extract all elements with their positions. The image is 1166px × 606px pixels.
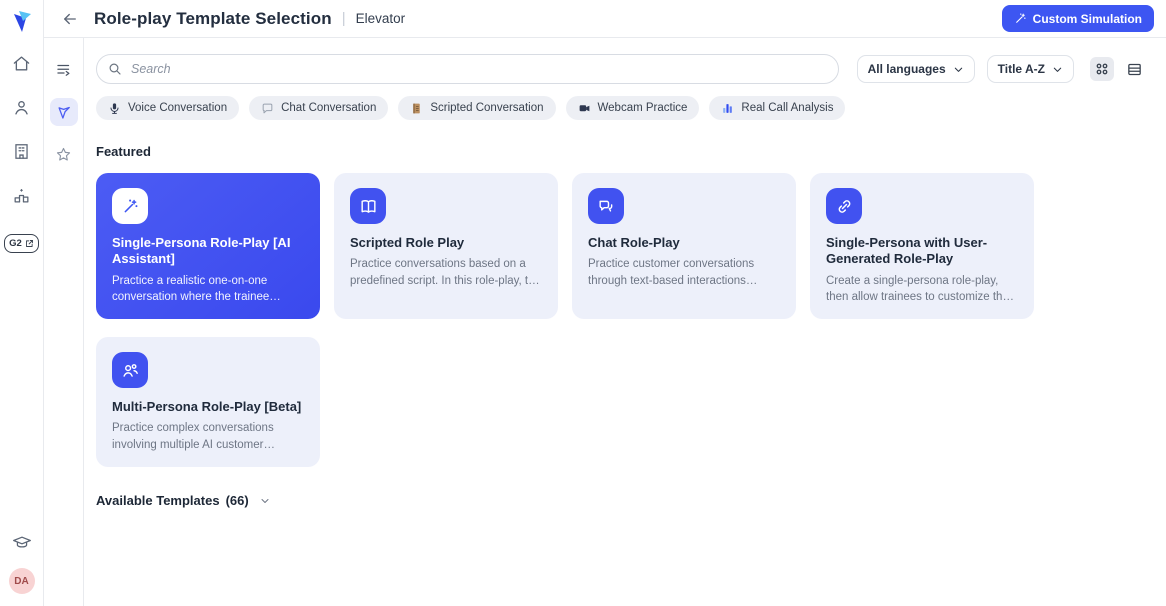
context-label: Elevator: [355, 11, 406, 26]
language-filter-label: All languages: [867, 62, 946, 76]
card-description: Practice a realistic one-on-one conversa…: [112, 274, 270, 303]
body-row: All languages Title A-Z: [44, 38, 1166, 606]
template-card-multi-persona[interactable]: Multi-Persona Role-Play [Beta] Practice …: [96, 337, 320, 468]
grid-view-icon: [1096, 63, 1108, 75]
chip-label: Chat Conversation: [281, 102, 377, 114]
webcam-icon: [579, 104, 589, 111]
custom-simulation-label: Custom Simulation: [1032, 11, 1142, 26]
graduation-cap-icon[interactable]: [11, 532, 33, 554]
page-title: Role-play Template Selection: [94, 8, 332, 28]
filter-chip-webcam-practice[interactable]: Webcam Practice: [565, 96, 700, 120]
sort-label: Title A-Z: [997, 62, 1045, 76]
search-wrap: [96, 54, 839, 84]
external-link-icon: [25, 240, 33, 247]
filter-chip-voice-conversation[interactable]: Voice Conversation: [96, 96, 240, 120]
magic-wand-icon: [112, 188, 148, 224]
magic-wand-icon: [1015, 13, 1026, 23]
template-card-single-persona-ai[interactable]: Single-Persona Role-Play [AI Assistant] …: [96, 173, 320, 320]
g2-review-badge[interactable]: G2: [4, 234, 39, 253]
scroll-icon: [413, 103, 421, 113]
chip-label: Real Call Analysis: [741, 102, 834, 114]
featured-cards-grid: Single-Persona Role-Play [AI Assistant] …: [96, 173, 1146, 468]
template-card-user-generated[interactable]: Single-Persona with User-Generated Role-…: [810, 173, 1034, 320]
custom-simulation-button[interactable]: Custom Simulation: [1001, 5, 1154, 32]
open-book-icon: [350, 188, 386, 224]
grid-view-button[interactable]: [1090, 57, 1114, 81]
available-templates-toggle[interactable]: Available Templates (66): [96, 493, 1146, 508]
playlist-icon[interactable]: [50, 56, 78, 84]
microphone-icon: [110, 102, 119, 114]
chip-label: Webcam Practice: [597, 102, 688, 114]
filter-chip-real-call-analysis[interactable]: Real Call Analysis: [709, 96, 846, 120]
right-pane: Role-play Template Selection | Elevator …: [44, 0, 1166, 606]
home-icon[interactable]: [11, 52, 33, 74]
primary-nav: [11, 52, 33, 206]
chat-bubble-icon: [262, 103, 273, 113]
link-icon: [826, 188, 862, 224]
filter-chip-chat-conversation[interactable]: Chat Conversation: [249, 96, 389, 120]
title-divider: |: [341, 10, 346, 27]
people-icon[interactable]: [11, 96, 33, 118]
card-title: Single-Persona Role-Play [AI Assistant]: [112, 235, 291, 267]
language-filter-dropdown[interactable]: All languages: [856, 55, 975, 83]
roleplay-logo-icon[interactable]: [49, 98, 78, 126]
available-templates-count: (66): [225, 493, 249, 509]
leaderboard-icon[interactable]: [11, 184, 33, 206]
card-description: Create a single-persona role-play, then …: [826, 274, 1009, 303]
card-description: Practice customer conversations through …: [588, 258, 755, 287]
search-input[interactable]: [96, 54, 839, 84]
avatar-initials: DA: [14, 575, 29, 587]
sort-dropdown[interactable]: Title A-Z: [986, 55, 1074, 83]
g2-label: G2: [9, 238, 22, 249]
chevron-down-icon: [954, 67, 962, 72]
secondary-sidebar: [44, 38, 84, 606]
organization-icon[interactable]: [11, 140, 33, 162]
filter-chips: Voice Conversation Chat Conversation Scr…: [96, 96, 1146, 120]
back-arrow-icon[interactable]: [58, 7, 82, 31]
brand-logo-icon[interactable]: [9, 8, 35, 34]
view-toggle: [1090, 57, 1146, 81]
card-description: Practice complex conversations involving…: [112, 422, 274, 451]
page-header: Role-play Template Selection | Elevator …: [44, 0, 1166, 38]
bar-chart-icon: [723, 103, 733, 113]
filter-chip-scripted-conversation[interactable]: Scripted Conversation: [398, 96, 556, 120]
primary-sidebar: G2 DA: [0, 0, 44, 606]
card-title: Scripted Role Play: [350, 235, 465, 250]
chevron-down-icon: [261, 498, 269, 503]
chip-label: Scripted Conversation: [430, 102, 544, 114]
search-icon: [109, 63, 121, 75]
list-view-icon: [1127, 63, 1141, 75]
card-description: Practice conversations based on a predef…: [350, 258, 541, 287]
available-templates-label: Available Templates: [96, 493, 220, 509]
multi-persona-icon: [112, 352, 148, 389]
star-icon[interactable]: [50, 140, 78, 168]
chevron-down-icon: [1053, 67, 1062, 72]
main-content: All languages Title A-Z: [84, 38, 1166, 606]
toolbar: All languages Title A-Z: [96, 54, 1146, 84]
user-avatar[interactable]: DA: [8, 568, 35, 594]
card-title: Multi-Persona Role-Play [Beta]: [112, 399, 302, 415]
chip-label: Voice Conversation: [128, 102, 228, 114]
featured-heading: Featured: [96, 144, 151, 159]
template-card-scripted[interactable]: Scripted Role Play Practice conversation…: [334, 173, 558, 320]
list-view-button[interactable]: [1122, 57, 1146, 81]
card-title: Single-Persona with User-Generated Role-…: [826, 235, 988, 267]
template-card-chat[interactable]: Chat Role-Play Practice customer convers…: [572, 173, 796, 320]
card-title: Chat Role-Play: [588, 235, 680, 250]
chat-bubbles-icon: [588, 188, 624, 224]
